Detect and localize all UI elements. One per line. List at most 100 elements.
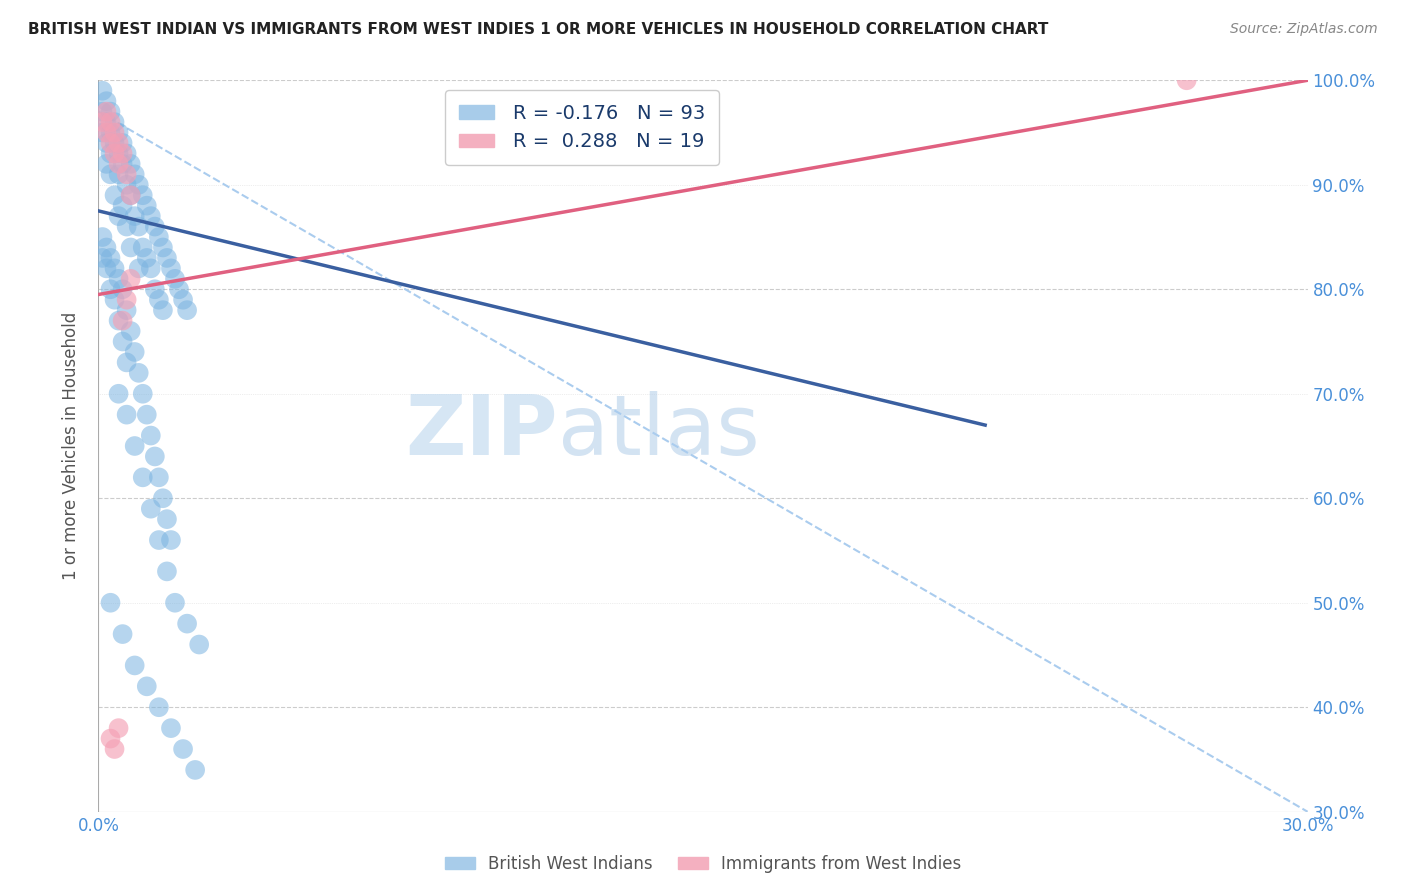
- Y-axis label: 1 or more Vehicles in Household: 1 or more Vehicles in Household: [62, 312, 80, 580]
- Point: [111, 334, 134, 349]
- Point: [152, 491, 174, 506]
- Point: [135, 679, 157, 693]
- Point: [107, 136, 129, 150]
- Point: [152, 240, 174, 254]
- Point: [148, 293, 170, 307]
- Point: [111, 146, 134, 161]
- Point: [100, 115, 122, 129]
- Point: [176, 616, 198, 631]
- Point: [100, 136, 122, 150]
- Point: [115, 355, 138, 369]
- Point: [96, 115, 118, 129]
- Point: [96, 157, 118, 171]
- Point: [107, 386, 129, 401]
- Point: [148, 230, 170, 244]
- Point: [96, 261, 118, 276]
- Point: [167, 282, 190, 296]
- Point: [132, 470, 155, 484]
- Point: [115, 408, 138, 422]
- Point: [132, 240, 155, 254]
- Point: [100, 596, 122, 610]
- Text: ZIP: ZIP: [405, 391, 558, 472]
- Point: [139, 261, 162, 276]
- Point: [160, 721, 183, 735]
- Point: [143, 450, 166, 464]
- Point: [91, 126, 114, 140]
- Point: [96, 94, 118, 108]
- Point: [91, 104, 114, 119]
- Point: [139, 501, 162, 516]
- Point: [148, 533, 170, 547]
- Point: [115, 178, 138, 192]
- Point: [163, 272, 186, 286]
- Point: [120, 157, 142, 171]
- Point: [132, 386, 155, 401]
- Point: [103, 126, 125, 140]
- Point: [96, 240, 118, 254]
- Point: [100, 126, 122, 140]
- Point: [91, 230, 114, 244]
- Point: [107, 313, 129, 327]
- Point: [172, 293, 194, 307]
- Point: [139, 428, 162, 442]
- Point: [100, 146, 122, 161]
- Point: [91, 84, 114, 98]
- Point: [111, 313, 134, 327]
- Point: [107, 146, 129, 161]
- Point: [128, 366, 150, 380]
- Point: [156, 251, 179, 265]
- Point: [124, 439, 146, 453]
- Point: [111, 627, 134, 641]
- Point: [91, 251, 114, 265]
- Point: [100, 282, 122, 296]
- Point: [115, 293, 138, 307]
- Point: [124, 209, 146, 223]
- Point: [107, 126, 129, 140]
- Point: [172, 742, 194, 756]
- Point: [100, 731, 122, 746]
- Point: [128, 261, 150, 276]
- Point: [143, 282, 166, 296]
- Point: [103, 146, 125, 161]
- Point: [124, 345, 146, 359]
- Point: [103, 293, 125, 307]
- Point: [163, 596, 186, 610]
- Point: [96, 136, 118, 150]
- Legend: R = -0.176   N = 93, R =  0.288   N = 19: R = -0.176 N = 93, R = 0.288 N = 19: [446, 90, 718, 165]
- Point: [143, 219, 166, 234]
- Point: [120, 272, 142, 286]
- Point: [156, 512, 179, 526]
- Point: [111, 199, 134, 213]
- Point: [135, 199, 157, 213]
- Point: [1175, 73, 1198, 87]
- Point: [91, 115, 114, 129]
- Point: [107, 209, 129, 223]
- Point: [103, 261, 125, 276]
- Point: [100, 104, 122, 119]
- Text: BRITISH WEST INDIAN VS IMMIGRANTS FROM WEST INDIES 1 OR MORE VEHICLES IN HOUSEHO: BRITISH WEST INDIAN VS IMMIGRANTS FROM W…: [28, 22, 1049, 37]
- Point: [152, 303, 174, 318]
- Point: [103, 742, 125, 756]
- Point: [107, 721, 129, 735]
- Point: [115, 167, 138, 181]
- Text: atlas: atlas: [558, 391, 759, 472]
- Point: [96, 104, 118, 119]
- Point: [120, 188, 142, 202]
- Point: [188, 638, 211, 652]
- Point: [156, 565, 179, 579]
- Point: [111, 282, 134, 296]
- Point: [139, 209, 162, 223]
- Point: [115, 219, 138, 234]
- Point: [132, 188, 155, 202]
- Point: [135, 408, 157, 422]
- Point: [115, 146, 138, 161]
- Point: [107, 272, 129, 286]
- Point: [128, 219, 150, 234]
- Point: [128, 178, 150, 192]
- Point: [148, 470, 170, 484]
- Point: [103, 188, 125, 202]
- Point: [120, 240, 142, 254]
- Point: [160, 261, 183, 276]
- Point: [103, 136, 125, 150]
- Point: [124, 167, 146, 181]
